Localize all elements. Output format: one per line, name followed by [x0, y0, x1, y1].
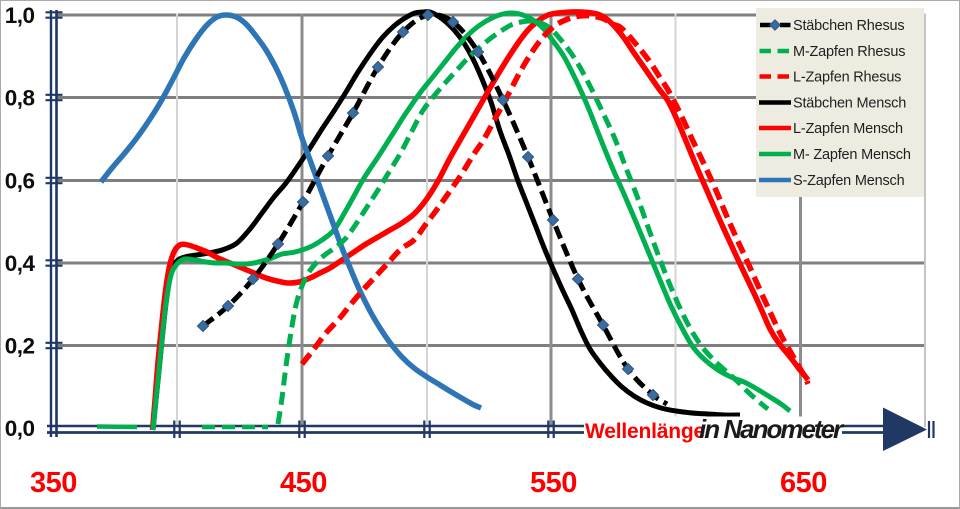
svg-text:M-Zapfen Rhesus: M-Zapfen Rhesus — [793, 44, 905, 60]
svg-text:0,8: 0,8 — [5, 85, 35, 110]
svg-text:0,4: 0,4 — [5, 251, 36, 276]
svg-text:1,0: 1,0 — [5, 3, 35, 28]
svg-text:0,6: 0,6 — [5, 168, 35, 193]
svg-text:350: 350 — [30, 467, 77, 499]
svg-text:650: 650 — [780, 467, 827, 499]
svg-text:S-Zapfen Mensch: S-Zapfen Mensch — [793, 173, 905, 189]
svg-text:L-Zapfen Mensch: L-Zapfen Mensch — [793, 121, 903, 137]
svg-text:450: 450 — [280, 467, 327, 499]
svg-text:Stäbchen Rhesus: Stäbchen Rhesus — [793, 18, 904, 34]
svg-text:Wellenlänge: Wellenlänge — [585, 420, 705, 443]
svg-text:0,2: 0,2 — [5, 333, 35, 358]
svg-text:M- Zapfen Mensch: M- Zapfen Mensch — [793, 147, 911, 163]
svg-text:0,0: 0,0 — [5, 416, 35, 441]
svg-text:550: 550 — [530, 467, 577, 499]
svg-text:L-Zapfen Rhesus: L-Zapfen Rhesus — [793, 70, 901, 86]
svg-text:Stäbchen Mensch: Stäbchen Mensch — [793, 96, 906, 112]
svg-text:in Nanometer: in Nanometer — [699, 414, 845, 444]
